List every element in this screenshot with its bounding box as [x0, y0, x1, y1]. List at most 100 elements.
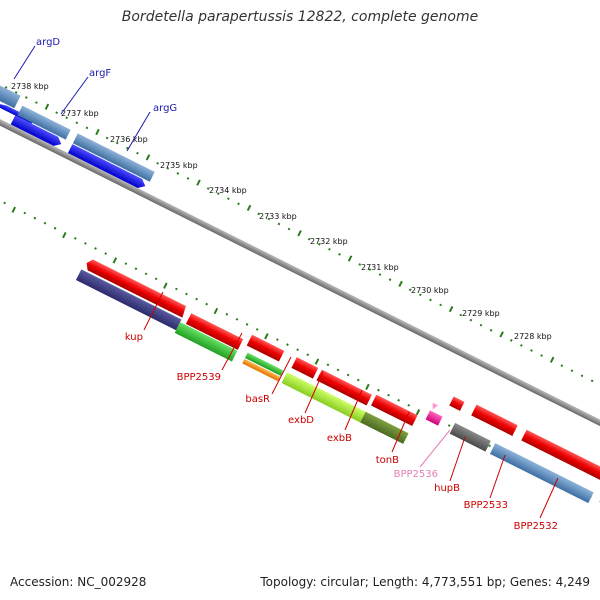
- gene-feature-BPP2533-cds: [471, 404, 518, 436]
- tick-mark: [136, 151, 139, 155]
- tick-mark: [459, 313, 463, 317]
- tick-mark: [85, 126, 89, 130]
- tick-mark: [398, 280, 403, 287]
- tick-mark: [225, 312, 229, 316]
- kbp-label: 2728 kbp: [514, 332, 552, 341]
- tick-mark: [267, 217, 271, 221]
- tick-mark: [196, 179, 201, 186]
- tick-mark: [448, 305, 454, 313]
- tick-mark: [377, 388, 380, 392]
- gene-feature-BPP2539-cds: [185, 313, 244, 350]
- tick-mark: [53, 226, 57, 230]
- tick-mark: [134, 267, 138, 271]
- tick-mark: [115, 141, 119, 145]
- tick-mark: [186, 177, 190, 180]
- tick-mark: [163, 282, 168, 289]
- tick-mark: [185, 292, 188, 296]
- tick-mark: [317, 242, 321, 246]
- kbp-label-group: 2738 kbp 2737 kbp 2736 kbp 2735 kbp 2734 kbp…: [11, 82, 552, 341]
- gene-label-hupB: hupB: [434, 483, 460, 494]
- tick-mark: [205, 302, 209, 306]
- tick-mark: [94, 247, 97, 250]
- tick-mark: [570, 369, 574, 373]
- tick-mark: [255, 328, 259, 331]
- tick-mark: [175, 287, 178, 291]
- tick-mark: [489, 328, 493, 332]
- gene-feature-basR: [244, 352, 284, 376]
- tick-mark: [387, 393, 390, 397]
- gene-feature-argD-cds: [0, 83, 21, 109]
- gene-feature-exbD-cds: [291, 357, 319, 379]
- leader-argD: [13, 45, 36, 80]
- tick-mark: [296, 348, 299, 352]
- leader-kup: [143, 291, 164, 331]
- kbp-label: 2732 kbp: [310, 237, 348, 246]
- tick-mark: [276, 338, 279, 341]
- gene-label-BPP2539: BPP2539: [177, 372, 221, 383]
- backbone: [0, 105, 600, 452]
- tick-mark: [314, 358, 320, 365]
- tick-mark: [530, 349, 533, 352]
- tick-mark: [4, 86, 8, 89]
- tick-mark: [306, 353, 310, 357]
- genome-stats-text: Topology: circular; Length: 4,773,551 bp…: [260, 575, 590, 589]
- tick-mark: [14, 91, 18, 94]
- tick-mark: [469, 318, 473, 322]
- kbp-label: 2737 kbp: [61, 109, 99, 118]
- tick-mark: [154, 277, 158, 281]
- gene-feature-argF: [17, 105, 71, 140]
- leader-exbB: [344, 389, 363, 431]
- tick-mark: [65, 116, 69, 120]
- leader-exbD: [304, 371, 324, 414]
- tick-mark: [44, 103, 50, 110]
- tick-mark: [447, 424, 451, 427]
- gene-feature-hupB: [425, 410, 443, 426]
- tick-mark: [415, 409, 421, 416]
- gene-feature-basR-cds: [246, 334, 285, 362]
- gene-feature-argG-cds: [67, 144, 146, 188]
- tick-mark: [336, 368, 340, 372]
- tick-mark: [73, 237, 77, 240]
- tick-mark: [419, 293, 422, 297]
- tick-mark: [286, 343, 289, 346]
- tick-mark: [439, 303, 442, 307]
- kbp-label: 2730 kbp: [411, 286, 449, 295]
- tick-mark: [479, 323, 483, 327]
- gene-label-basR: basR: [245, 394, 270, 405]
- tick-mark: [75, 121, 79, 125]
- tick-mark: [156, 161, 160, 165]
- tick-mark: [3, 201, 6, 205]
- tick-mark: [24, 96, 28, 99]
- tick-mark: [347, 255, 353, 262]
- tick-mark: [195, 297, 198, 301]
- gene-feature-BPP2539: [174, 322, 238, 362]
- tick-mark: [112, 257, 118, 264]
- tick-mark: [227, 197, 230, 201]
- tick-mark: [264, 333, 269, 340]
- tick-mark: [429, 298, 432, 302]
- tick-mark: [397, 398, 400, 402]
- kbp-label: 2738 kbp: [11, 82, 49, 91]
- kbp-label: 2735 kbp: [160, 161, 198, 170]
- kbp-label: 2731 kbp: [361, 263, 399, 272]
- tick-mark: [216, 192, 220, 195]
- tick-mark: [358, 263, 362, 266]
- gene-label-argG: argG: [153, 103, 177, 114]
- gene-feature-BPP2532: [489, 443, 594, 504]
- gene-label-BPP2533: BPP2533: [464, 500, 508, 511]
- tick-mark: [237, 202, 240, 206]
- tick-mark: [590, 379, 594, 383]
- tick-mark: [145, 154, 151, 161]
- gene-feature-tonB: [360, 411, 409, 444]
- gene-feature-BPP2532-cds: [521, 429, 600, 481]
- tick-mark: [35, 101, 38, 104]
- leader-BPP2532: [539, 477, 559, 519]
- tick-mark: [62, 231, 67, 239]
- tick-mark: [509, 339, 513, 342]
- tick-mark: [176, 172, 180, 175]
- tick-mark: [407, 403, 411, 407]
- gene-feature-BPP2536: [432, 402, 439, 410]
- tick-mark: [11, 206, 17, 213]
- leader-argG: [126, 111, 151, 152]
